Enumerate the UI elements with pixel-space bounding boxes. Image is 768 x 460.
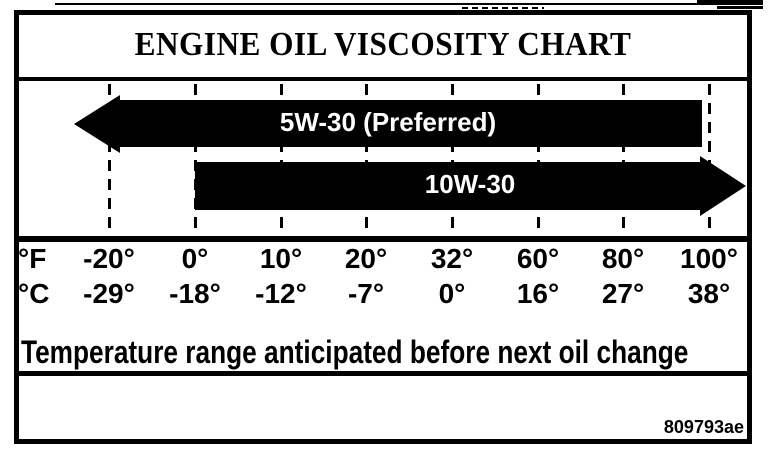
fahrenheit-tick-7: 100° [680, 243, 738, 274]
scan-artifact [55, 3, 763, 5]
fahrenheit-tick-6: 80° [601, 243, 645, 274]
celsius-tick-2: -12° [255, 278, 307, 309]
chart-scale-divider [19, 236, 747, 242]
fahrenheit-tick-0: -20° [83, 243, 135, 274]
bar-5w30-arrow-left [74, 95, 702, 153]
gridline-0 [108, 84, 111, 236]
chart-title: ENGINE OIL VISCOSITY CHART [134, 26, 632, 63]
gridline-5 [537, 84, 540, 236]
bar-label-10w30: 10W-30 [424, 169, 516, 199]
bar-label-5w30: 5W-30 (Preferred) [279, 107, 497, 137]
scan-artifact [697, 0, 763, 3]
figure-border [14, 10, 752, 444]
celsius-tick-6: 27° [601, 278, 645, 309]
scan-artifact [462, 7, 544, 9]
fahrenheit-tick-2: 10° [259, 243, 303, 274]
caption-divider [19, 371, 747, 376]
title-divider [19, 77, 747, 81]
gridline-2 [280, 84, 283, 236]
gridline-7 [708, 84, 711, 236]
gridline-1 [194, 84, 197, 236]
celsius-tick-1: -18° [169, 278, 221, 309]
figure-code: 809793ae [663, 417, 744, 437]
gridline-6 [622, 84, 625, 236]
celsius-unit-label: °C [18, 278, 50, 309]
fahrenheit-tick-1: 0° [181, 243, 209, 274]
celsius-tick-3: -7° [347, 278, 385, 309]
fahrenheit-tick-4: 32° [430, 243, 474, 274]
fahrenheit-tick-5: 60° [516, 243, 560, 274]
gridline-4 [451, 84, 454, 236]
celsius-tick-5: 16° [516, 278, 560, 309]
fahrenheit-tick-3: 20° [344, 243, 388, 274]
celsius-tick-7: 38° [687, 278, 731, 309]
gridline-3 [365, 84, 368, 236]
fahrenheit-unit-label: °F [18, 243, 47, 274]
bar-10w30-arrow-right [195, 156, 746, 216]
chart-caption: Temperature range anticipated before nex… [21, 334, 689, 370]
celsius-tick-4: 0° [438, 278, 466, 309]
scan-artifact [717, 6, 763, 9]
celsius-tick-0: -29° [83, 278, 135, 309]
